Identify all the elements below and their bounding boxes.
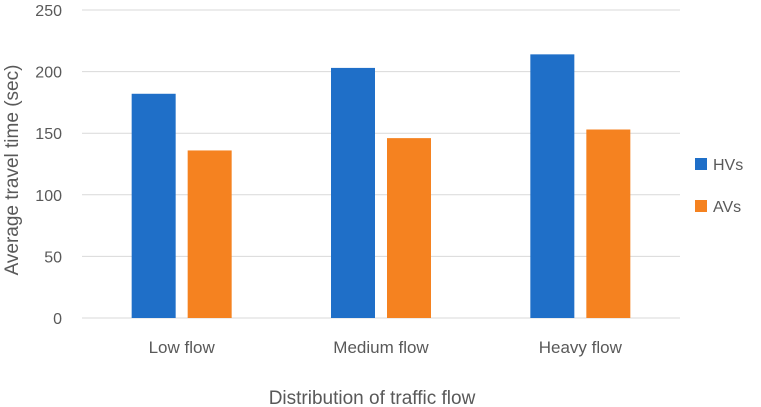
y-tick-label: 100 — [35, 188, 62, 205]
bar-avs-medium-flow — [387, 138, 431, 318]
legend: HVs AVs — [695, 157, 743, 216]
x-axis-categories: Low flow Medium flow Heavy flow — [149, 338, 623, 357]
y-tick-label: 50 — [44, 249, 62, 266]
x-axis-title: Distribution of traffic flow — [269, 388, 476, 407]
bar-hvs-low-flow — [131, 93, 176, 318]
legend-swatch-avs — [695, 200, 707, 212]
bar-hvs-medium-flow — [331, 67, 375, 319]
y-tick-label: 200 — [35, 65, 62, 82]
x-category-label: Medium flow — [333, 338, 429, 357]
y-tick-label: 250 — [35, 3, 62, 20]
gridlines — [82, 9, 680, 319]
legend-swatch-hvs — [695, 158, 707, 170]
bar-avs-low-flow — [187, 150, 232, 318]
x-category-label: Low flow — [149, 338, 216, 357]
y-tick-label: 0 — [53, 311, 62, 328]
y-axis-ticks: 0 50 100 150 200 250 — [35, 3, 62, 328]
legend-label-avs: AVs — [713, 199, 741, 216]
y-axis-title: Average travel time (sec) — [2, 65, 23, 276]
bar-avs-heavy-flow — [586, 129, 631, 318]
x-category-label: Heavy flow — [539, 338, 623, 357]
bar-hvs-heavy-flow — [530, 54, 575, 319]
legend-label-hvs: HVs — [713, 157, 743, 174]
y-tick-label: 150 — [35, 126, 62, 143]
bars — [131, 54, 631, 319]
